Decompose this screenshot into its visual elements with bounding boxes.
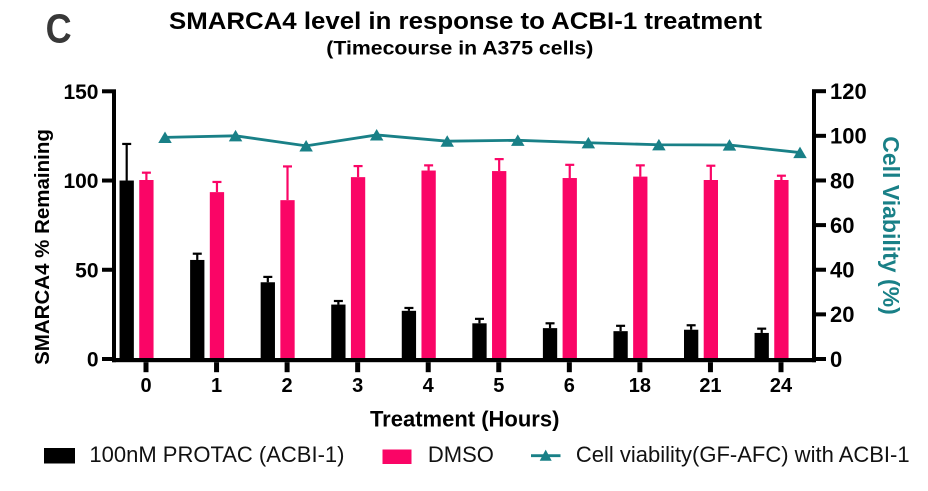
svg-text:100: 100 <box>63 170 98 193</box>
svg-text:SMARCA4 level in response to A: SMARCA4 level in response to ACBI-1 trea… <box>169 8 762 35</box>
svg-text:1: 1 <box>211 375 222 397</box>
svg-text:18: 18 <box>629 375 651 397</box>
svg-text:5: 5 <box>493 375 504 397</box>
svg-text:60: 60 <box>830 213 854 238</box>
svg-text:100: 100 <box>830 124 867 149</box>
svg-text:0: 0 <box>140 375 151 397</box>
svg-text:0: 0 <box>87 349 99 372</box>
svg-text:80: 80 <box>830 168 854 193</box>
svg-text:40: 40 <box>830 258 854 283</box>
svg-text:Cell Viability (%): Cell Viability (%) <box>878 136 904 315</box>
svg-text:0: 0 <box>830 347 842 372</box>
svg-text:Cell viability(GF-AFC) with AC: Cell viability(GF-AFC) with ACBI-1 <box>576 442 910 467</box>
svg-text:C: C <box>46 6 72 52</box>
svg-text:4: 4 <box>423 375 435 397</box>
svg-text:DMSO: DMSO <box>428 442 494 467</box>
svg-text:50: 50 <box>75 259 98 282</box>
svg-text:20: 20 <box>830 302 854 327</box>
svg-text:6: 6 <box>564 375 575 397</box>
svg-text:SMARCA4 % Remaining: SMARCA4 % Remaining <box>31 129 54 365</box>
svg-text:100nM PROTAC (ACBI-1): 100nM PROTAC (ACBI-1) <box>89 442 344 467</box>
svg-text:150: 150 <box>63 81 98 104</box>
svg-text:3: 3 <box>352 375 363 397</box>
svg-text:120: 120 <box>830 79 867 104</box>
svg-text:(Timecourse in A375 cells): (Timecourse in A375 cells) <box>326 38 593 59</box>
svg-text:21: 21 <box>699 375 721 397</box>
svg-text:24: 24 <box>770 375 793 397</box>
svg-text:Treatment (Hours): Treatment (Hours) <box>370 406 559 431</box>
svg-text:2: 2 <box>282 375 293 397</box>
